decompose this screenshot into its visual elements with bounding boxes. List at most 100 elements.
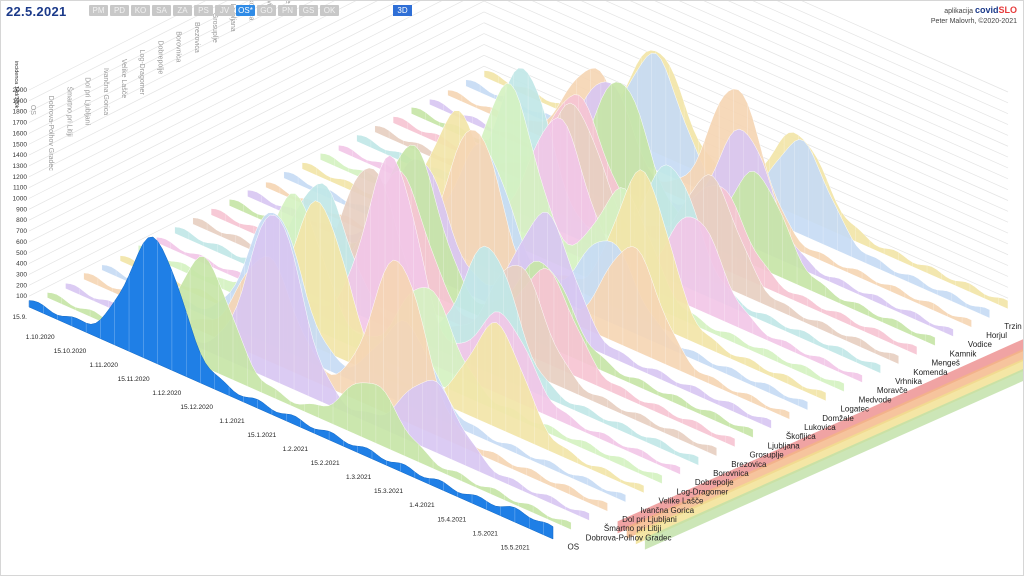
wall-gridline-10 <box>581 1 1009 190</box>
municipality-label-3: Dol pri Ljubljani <box>622 515 677 524</box>
municipality-label-16: Medvode <box>859 395 892 404</box>
band-0 <box>617 339 1023 534</box>
date-axis-labels: 1.10.202015.10.20201.11.202015.11.20201.… <box>26 334 530 551</box>
series-profile-0 <box>28 236 554 540</box>
municipality-label-22: Vodice <box>968 340 993 349</box>
view-3d-button[interactable]: 3D <box>393 5 412 16</box>
wall-label-5: Velike Lašče <box>120 59 127 98</box>
wall-gridline-12 <box>630 1 1009 169</box>
band-3 <box>644 369 1023 550</box>
municipality-label-18: Vrhnika <box>895 377 922 386</box>
brand-credit: Peter Malovrh, ©2020-2021 <box>930 18 1017 25</box>
date-tick-13: 15.4.2021 <box>437 516 466 523</box>
y-tick-16: 1700 <box>13 120 28 127</box>
region-tab-2[interactable]: KO <box>131 5 150 16</box>
region-tab-0[interactable]: PM <box>89 5 108 16</box>
municipality-label-20: Mengeš <box>931 359 959 368</box>
municipality-label-21: Kamnik <box>950 349 978 358</box>
wall-label-9: Brezovica <box>193 22 200 53</box>
series-0 <box>28 236 554 540</box>
y-tick-5: 600 <box>16 239 27 246</box>
side-gridline-4 <box>28 22 485 254</box>
wall-label-14: Domžale <box>284 1 291 4</box>
side-gridline-1 <box>28 54 485 286</box>
y-axis-labels: 100 200 300 400 500 600 700 800 900 1000 1100 1200 1… <box>13 87 28 321</box>
municipality-label-14: Domžale <box>822 414 854 423</box>
y-axis-title: incidenca 14d/100k <box>13 61 19 109</box>
date-tick-3: 15.11.2020 <box>118 376 150 383</box>
municipality-label-4: Ivančna Gorica <box>640 506 694 515</box>
wall-gridline-17 <box>752 1 1009 115</box>
municipality-label-12: Škofljica <box>786 432 816 441</box>
y-tick-17: 1800 <box>13 109 28 116</box>
y-tick-15: 1600 <box>13 130 28 137</box>
side-gridline-16 <box>28 1 271 123</box>
date-tick-14: 1.5.2021 <box>473 530 499 537</box>
region-tab-9[interactable]: PN <box>278 5 297 16</box>
wall-label-8: Borovnica <box>175 31 182 62</box>
wall-label-0: OS <box>29 105 36 115</box>
region-tab-1[interactable]: PD <box>110 5 129 16</box>
date-tick-11: 15.3.2021 <box>374 488 403 495</box>
wall-gridline-19 <box>801 1 1009 93</box>
wall-label-3: Dol pri Ljubljani <box>84 77 91 125</box>
y-tick-19: 2000 <box>13 87 28 94</box>
side-gridline-18 <box>28 1 228 102</box>
municipality-label-6: Log-Dragomer <box>677 487 729 496</box>
brand-prefix: aplikacija <box>944 8 974 15</box>
municipality-label-8: Borovnica <box>713 469 749 478</box>
side-gridline-5 <box>28 11 485 243</box>
side-gridline-0 <box>28 65 485 297</box>
y-tick-3: 400 <box>16 261 27 268</box>
y-tick-11: 1200 <box>13 174 28 181</box>
brand-logo: covidSLO <box>974 5 1017 15</box>
region-tab-3[interactable]: SA <box>152 5 171 16</box>
region-tab-6[interactable]: JV <box>215 5 234 16</box>
region-tab-11[interactable]: OK <box>320 5 339 16</box>
date-title: 22.5.2021 <box>6 4 67 19</box>
side-gridline-19 <box>28 1 206 91</box>
region-tab-4[interactable]: ZA <box>173 5 192 16</box>
wall-gridline-18 <box>777 1 1009 104</box>
y-tick-8: 900 <box>16 206 27 213</box>
side-gridline-11 <box>28 1 378 178</box>
region-tab-8[interactable]: GO <box>257 5 276 16</box>
y-tick-7: 800 <box>16 217 27 224</box>
date-tick-10: 1.3.2021 <box>346 474 372 481</box>
side-gridline-8 <box>28 1 442 210</box>
wall-label-10: Grosuplje <box>211 13 218 43</box>
date-tick-1: 15.10.2020 <box>54 348 87 355</box>
y-tick-10: 1100 <box>13 185 27 192</box>
wall-gridline-16 <box>728 1 1009 125</box>
municipality-label-19: Komenda <box>913 368 948 377</box>
municipality-label-9: Brezovica <box>731 460 767 469</box>
y-tick-14: 1500 <box>13 141 28 148</box>
region-tab-5[interactable]: PS <box>194 5 213 16</box>
side-gridline-15 <box>28 1 292 134</box>
municipality-label-2: Šmartno pri Litiji <box>604 524 662 533</box>
back-wall-labels: OS Dobrova-Polhov Gradec Šmartno pri Litij… <box>29 1 291 171</box>
date-tick-2: 1.11.2020 <box>90 362 119 369</box>
side-gridline-17 <box>28 1 249 113</box>
municipality-label-13: Lukovica <box>804 423 836 432</box>
brand-block: aplikacija covidSLO Peter Malovrh, ©2020… <box>931 5 1017 27</box>
side-gridline-3 <box>28 33 485 264</box>
side-gridline-7 <box>28 1 464 221</box>
wall-gridline-9 <box>556 1 1009 201</box>
region-tab-7[interactable]: OS* <box>236 5 255 16</box>
y-tick-6: 700 <box>16 228 27 235</box>
wall-label-4: Ivančna Gorica <box>102 68 109 115</box>
wall-label-6: Log-Dragomer <box>138 50 145 96</box>
wall-gridline-13 <box>654 1 1009 158</box>
municipality-label-0: OS <box>567 543 579 552</box>
y-tick-9: 1000 <box>13 196 28 203</box>
date-tick-5: 15.12.2020 <box>180 404 213 411</box>
y-tick-13: 1400 <box>13 152 28 159</box>
region-tab-10[interactable]: GS <box>299 5 318 16</box>
municipality-label-25: Ig <box>1022 313 1023 322</box>
wall-label-2: Šmartno pri Litiji <box>65 86 74 137</box>
municipality-label-7: Dobrepolje <box>695 478 734 487</box>
municipality-label-5: Velike Lašče <box>658 497 703 506</box>
municipality-label-17: Moravče <box>877 386 908 395</box>
